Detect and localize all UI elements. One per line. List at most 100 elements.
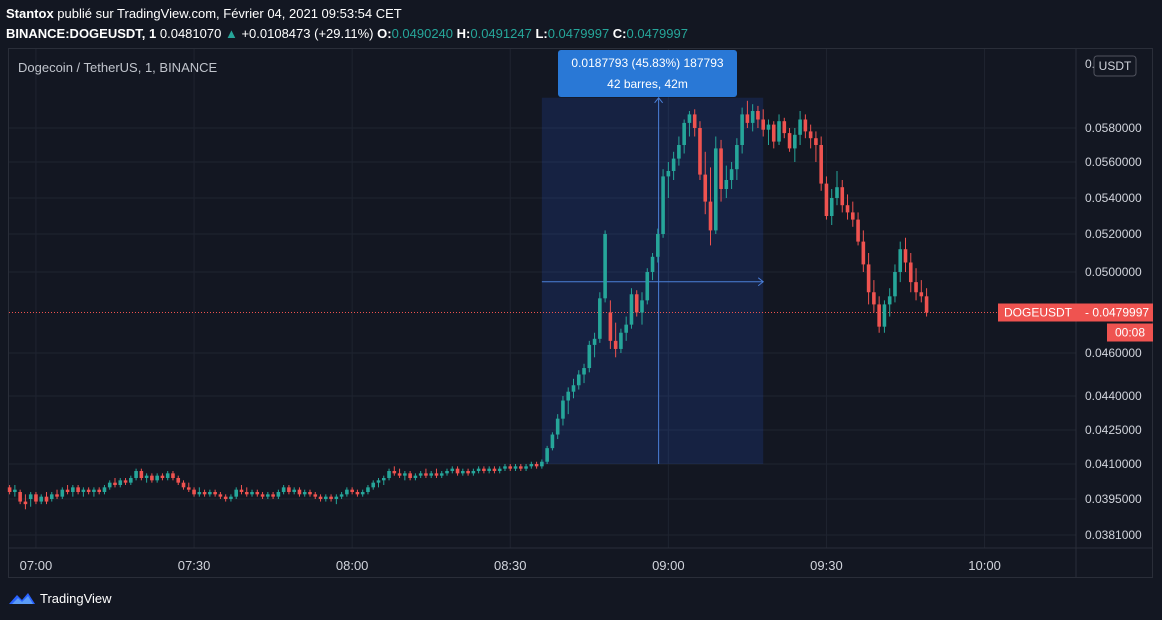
candle-body xyxy=(387,471,391,478)
candle-body xyxy=(650,256,655,272)
candle-body xyxy=(598,298,602,339)
candle-body xyxy=(355,492,360,495)
candle-body xyxy=(324,496,328,499)
symbol-label: BINANCE:DOGEUSDT, 1 xyxy=(6,26,157,41)
candle-body xyxy=(703,174,708,202)
candle-body xyxy=(545,448,549,462)
chart-legend: Dogecoin / TetherUS, 1, BINANCE xyxy=(18,60,218,75)
candle-body xyxy=(413,475,418,478)
measure-label-line1: 0.0187793 (45.83%) 187793 xyxy=(571,56,723,70)
candle-body xyxy=(139,471,144,478)
candle-body xyxy=(102,487,107,492)
candle-body xyxy=(466,471,470,474)
change-arrow-icon: ▲ xyxy=(224,26,238,41)
current-price-tag xyxy=(1078,303,1153,322)
candle-body xyxy=(461,471,465,474)
candle-body xyxy=(81,489,86,492)
candle-body xyxy=(302,492,307,495)
candle-body xyxy=(582,368,586,375)
candle-body xyxy=(418,473,423,476)
candle-body xyxy=(445,471,449,474)
currency-badge xyxy=(1093,55,1137,77)
candle-body xyxy=(524,466,528,469)
brand-name[interactable]: TradingView xyxy=(40,590,112,606)
y-tick-label: 0.0425000 xyxy=(1085,423,1142,437)
candle-body xyxy=(318,496,323,499)
candle-body xyxy=(397,473,402,476)
candle-body xyxy=(281,487,286,492)
candle-body xyxy=(482,468,486,471)
candle-body xyxy=(908,262,913,283)
candle-body xyxy=(808,131,813,139)
candle-body xyxy=(55,494,59,497)
candle-body xyxy=(39,496,44,502)
candle-body xyxy=(208,492,212,495)
candle-body xyxy=(592,338,597,345)
candle-body xyxy=(740,114,744,145)
y-tick-label: 0.0540000 xyxy=(1085,191,1142,205)
measure-label-line2: 42 barres, 42m xyxy=(607,77,688,91)
tradingview-logo-icon[interactable] xyxy=(8,590,36,606)
y-tick-label: 0.0520000 xyxy=(1085,227,1142,241)
candle-body xyxy=(160,475,165,478)
candle-body xyxy=(761,119,766,130)
x-tick-label: 07:00 xyxy=(20,558,53,573)
candle-body xyxy=(134,471,138,478)
candle-body xyxy=(218,494,223,497)
candle-body xyxy=(534,464,539,467)
author-name[interactable]: Stantox xyxy=(6,6,54,21)
candle-body xyxy=(123,480,128,483)
candle-body xyxy=(608,312,613,341)
candle-body xyxy=(92,489,96,492)
candle-body xyxy=(877,304,881,327)
candle-body xyxy=(213,492,217,495)
candle-body xyxy=(756,111,760,120)
candle-body xyxy=(339,494,344,497)
candle-body xyxy=(28,494,33,499)
candle-body xyxy=(619,332,623,349)
candle-body xyxy=(450,468,455,471)
candle-body xyxy=(682,122,686,145)
candle-body xyxy=(503,466,507,469)
footer: TradingView xyxy=(8,590,112,606)
measure-area xyxy=(541,97,764,465)
candle-body xyxy=(845,205,850,213)
high-label: H: xyxy=(456,26,471,41)
candle-body xyxy=(155,475,159,481)
published-text: publié sur TradingView.com, Février 04, … xyxy=(57,6,402,21)
candle-body xyxy=(176,478,181,483)
candle-body xyxy=(350,489,354,492)
candle-body xyxy=(334,496,339,499)
candle-body xyxy=(766,124,771,130)
candle-body xyxy=(376,480,381,483)
candle-body xyxy=(866,264,871,293)
candle-body xyxy=(76,487,80,492)
candle-body xyxy=(840,187,845,206)
candle-body xyxy=(23,501,28,505)
candle-body xyxy=(439,473,444,476)
candle-body xyxy=(677,145,681,159)
candle-body xyxy=(18,492,22,502)
x-tick-label: 09:00 xyxy=(652,558,685,573)
candle-body xyxy=(276,492,281,497)
candle-body xyxy=(34,494,38,502)
currency-badge-label: USDT xyxy=(1099,59,1132,73)
candle-body xyxy=(914,282,918,293)
candle-body xyxy=(561,400,565,419)
candle-body xyxy=(882,304,887,327)
candle-body xyxy=(297,489,302,495)
candle-body xyxy=(7,487,12,492)
y-tick-label: 0.0410000 xyxy=(1085,457,1142,471)
candle-body xyxy=(566,391,571,401)
candle-body xyxy=(271,494,275,497)
low-label: L: xyxy=(535,26,548,41)
candle-body xyxy=(308,492,312,495)
candle-body xyxy=(392,471,397,474)
candle-body xyxy=(587,344,592,369)
candle-body xyxy=(571,385,576,392)
candle-body xyxy=(793,134,797,149)
candle-body xyxy=(735,145,739,170)
candle-body xyxy=(181,482,186,488)
candle-body xyxy=(150,475,154,481)
